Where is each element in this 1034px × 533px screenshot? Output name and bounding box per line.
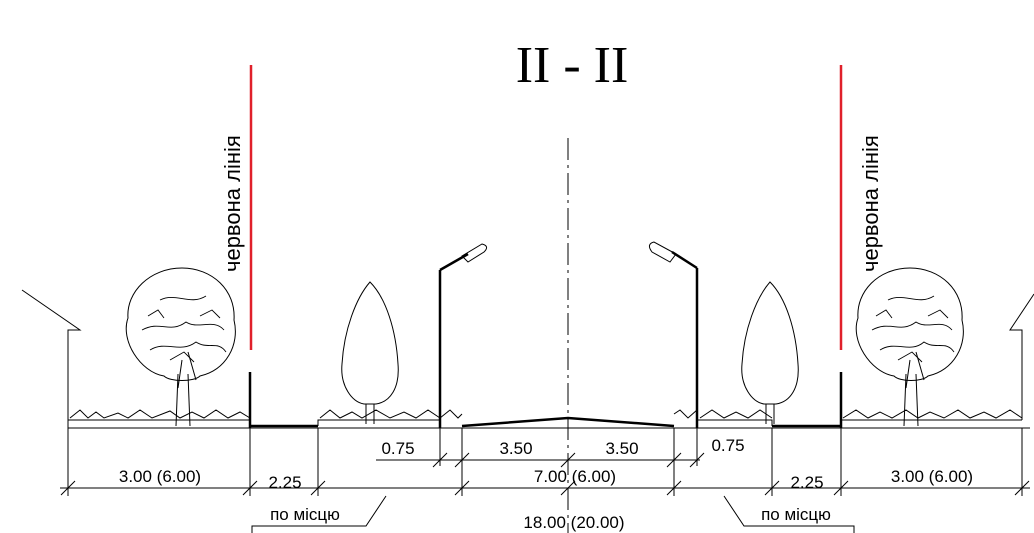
dim-sidewalk-right: 3.00 (6.00) bbox=[891, 467, 973, 486]
street-lamp-left bbox=[439, 243, 488, 272]
tree-round-left bbox=[125, 267, 236, 427]
dim-shoulder-right: 0.75 bbox=[711, 436, 744, 455]
red-line-label-left: червона лінія bbox=[220, 135, 245, 272]
note-on-site-right: по місцю bbox=[761, 505, 831, 524]
tree-conical-left bbox=[341, 281, 399, 424]
dim-lane-right: 3.50 bbox=[605, 439, 638, 458]
dim-carriageway: 7.00 (6.00) bbox=[534, 467, 616, 486]
dim-total: 18.00 (20.00) bbox=[523, 513, 624, 532]
dim-green-left: 2.25 bbox=[268, 473, 301, 492]
dim-shoulder-left: 0.75 bbox=[381, 439, 414, 458]
dim-lane-left: 3.50 bbox=[499, 439, 532, 458]
tree-conical-right bbox=[741, 281, 799, 424]
dim-sidewalk-left: 3.00 (6.00) bbox=[119, 467, 201, 486]
red-line-label-right: червона лінія bbox=[858, 135, 883, 272]
ground-profile bbox=[68, 268, 1030, 429]
dimension-lines bbox=[60, 385, 1030, 533]
street-lamp-right bbox=[648, 241, 698, 270]
building-left bbox=[21, 289, 82, 420]
section-title: II - II bbox=[516, 37, 629, 94]
building-right bbox=[1009, 293, 1034, 420]
tree-round-right bbox=[855, 267, 964, 427]
note-on-site-left: по місцю bbox=[270, 505, 340, 524]
dim-green-right: 2.25 bbox=[790, 473, 823, 492]
